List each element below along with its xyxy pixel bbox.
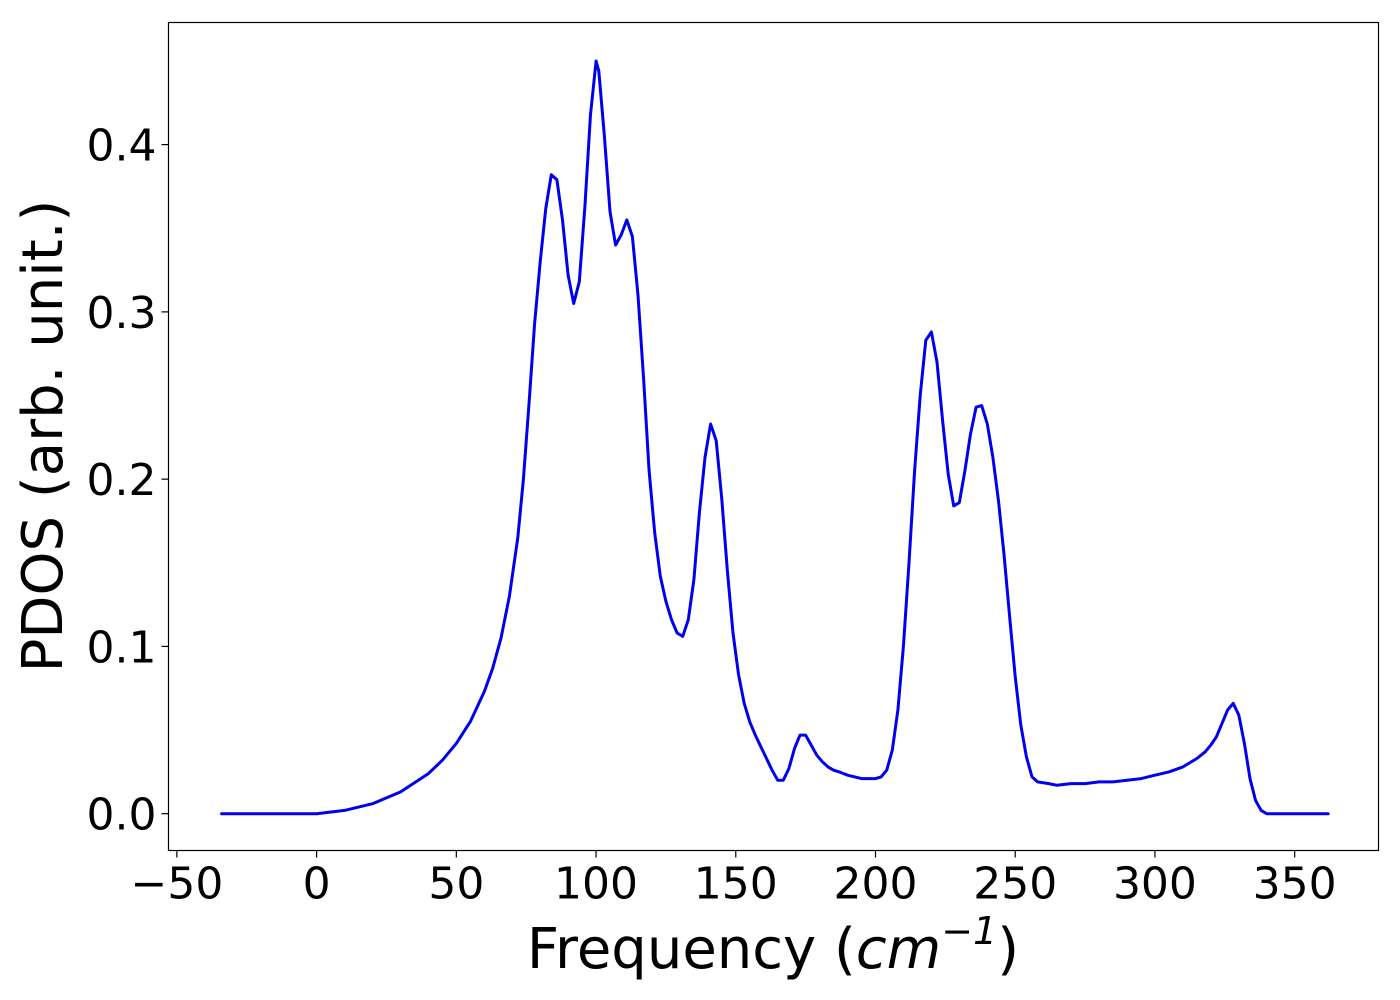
x-tick-label: 300 [1113,859,1197,910]
y-tick-label: 0.3 [87,288,157,339]
x-axis-unit-open: ( [834,917,856,982]
x-tick-label: 100 [554,859,638,910]
x-tick-label: 50 [428,859,484,910]
x-axis-ticks: −50 0 50 100 150 200 250 300 350 [130,850,1337,910]
x-axis-unit-exponent: −1 [941,909,997,953]
x-axis-label: Frequency (cm−1) [527,909,1019,982]
y-axis-ticks: 0.0 0.1 0.2 0.3 0.4 [87,121,169,841]
x-tick-label: 150 [694,859,778,910]
y-axis-label: PDOS (arb. unit.) [11,200,76,673]
series-layer [220,59,1330,816]
x-axis-label-text: Frequency [527,917,816,982]
x-tick-label: 0 [303,859,331,910]
series-line-0 [220,59,1330,816]
y-tick-label: 0.2 [87,455,157,506]
y-tick-label: 0.1 [87,622,157,673]
x-tick-label: 200 [834,859,918,910]
x-tick-label: 250 [973,859,1057,910]
y-tick-label: 0.0 [87,790,157,841]
x-tick-label: −50 [130,859,223,910]
x-axis-unit-base: cm [856,917,941,982]
plot-frame [167,21,1380,852]
y-tick-label: 0.4 [87,121,157,172]
x-tick-label: 350 [1253,859,1337,910]
x-axis-unit-close: ) [997,917,1019,982]
